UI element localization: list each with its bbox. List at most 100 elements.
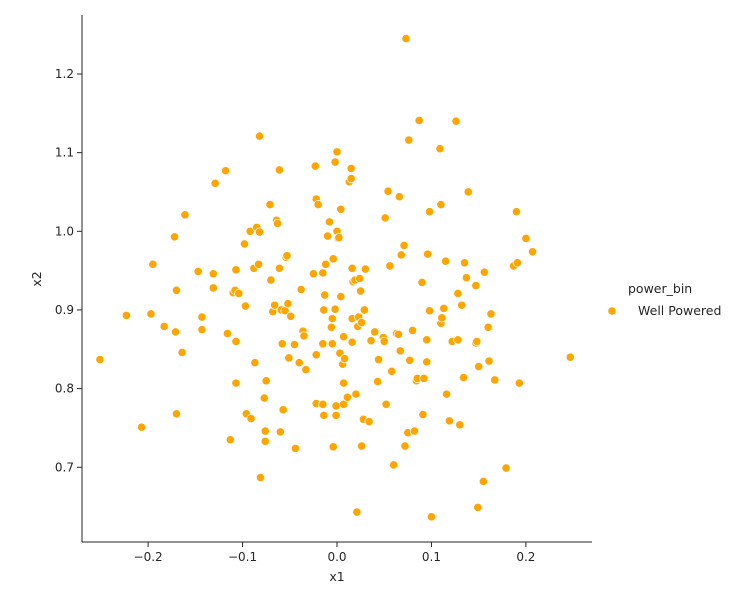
scatter-point: [245, 226, 255, 236]
scatter-point: [331, 410, 341, 420]
scatter-point: [407, 325, 418, 336]
scatter-point: [453, 335, 463, 345]
scatter-points: [95, 33, 575, 522]
scatter-point: [284, 353, 294, 363]
scatter-point: [387, 366, 397, 376]
scatter-point: [148, 259, 158, 269]
scatter-point: [180, 210, 190, 220]
scatter-point: [260, 436, 270, 446]
scatter-point: [484, 356, 494, 366]
legend-label-well-powered: Well Powered: [638, 303, 721, 318]
scatter-point: [328, 442, 338, 452]
scatter-point: [319, 410, 329, 420]
scatter-point: [360, 264, 370, 274]
scatter-point: [265, 199, 275, 210]
scatter-point: [385, 261, 395, 271]
scatter-point: [459, 258, 470, 268]
scatter-point: [296, 284, 306, 295]
scatter-point: [380, 213, 390, 223]
scatter-point: [254, 131, 265, 141]
scatter-point: [366, 336, 376, 346]
scatter-point: [197, 312, 207, 322]
scatter-point: [383, 186, 393, 196]
scatter-point: [404, 135, 414, 145]
scatter-point: [240, 301, 250, 311]
scatter-point: [239, 239, 250, 249]
scatter-point: [246, 413, 256, 424]
scatter-point: [274, 263, 284, 273]
scatter-point: [222, 328, 233, 339]
scatter-point: [359, 305, 369, 315]
scatter-point: [389, 460, 399, 470]
scatter-point: [319, 305, 329, 315]
scatter-point: [381, 399, 391, 409]
scatter-point: [336, 204, 346, 214]
scatter-point: [424, 306, 435, 316]
scatter-point: [311, 350, 321, 360]
scatter-point: [472, 336, 482, 347]
scatter-point: [346, 174, 356, 184]
scatter-point: [339, 378, 349, 388]
scatter-point: [274, 165, 284, 175]
scatter-point: [521, 233, 531, 243]
scatter-point: [283, 299, 293, 309]
scatter-point: [339, 354, 350, 364]
x-tick-label: −0.1: [228, 550, 257, 564]
scatter-point: [324, 217, 335, 227]
scatter-point: [461, 273, 471, 283]
x-axis-label: x1: [329, 569, 344, 584]
scatter-point: [282, 251, 292, 261]
scatter-point: [170, 327, 181, 337]
scatter-point: [95, 354, 105, 365]
scatter-point: [326, 322, 336, 332]
scatter-point: [437, 313, 447, 323]
scatter-point: [225, 435, 235, 445]
scatter-point: [301, 365, 311, 375]
plot-area: −0.2 −0.1 0.0 0.1 0.2 0.7 0.8 0.9 1.0 1.1 1.2: [55, 15, 592, 564]
scatter-point: [177, 347, 187, 358]
scatter-point: [313, 199, 323, 210]
scatter-point: [121, 310, 131, 321]
scatter-point: [254, 259, 264, 269]
scatter-point: [266, 275, 276, 285]
scatter-point: [193, 266, 203, 277]
scatter-point: [320, 290, 330, 300]
scatter-point: [436, 199, 446, 210]
scatter-point: [310, 161, 320, 171]
scatter-point: [453, 288, 463, 299]
scatter-point: [259, 393, 269, 403]
scatter-point: [401, 33, 411, 44]
scatter-point: [231, 378, 241, 388]
scatter-point: [327, 314, 337, 324]
scatter-point: [254, 227, 265, 237]
scatter-point: [435, 144, 445, 154]
scatter-point: [370, 327, 380, 337]
scatter-point: [347, 337, 357, 347]
scatter-point: [479, 267, 489, 277]
scatter-point: [231, 265, 241, 275]
scatter-point: [171, 409, 182, 419]
y-axis-ticks: 0.7 0.8 0.9 1.0 1.1 1.2: [55, 67, 82, 474]
scatter-point: [399, 240, 409, 251]
scatter-point: [474, 361, 484, 372]
scatter-point: [332, 147, 342, 157]
scatter-point: [169, 232, 180, 242]
scatter-point: [356, 286, 366, 296]
y-tick-label: 1.2: [55, 67, 74, 81]
scatter-point: [231, 336, 241, 347]
scatter-point: [490, 375, 500, 385]
scatter-point: [159, 321, 169, 332]
scatter-point: [299, 331, 309, 341]
scatter-point: [373, 376, 383, 387]
scatter-point: [334, 232, 344, 243]
scatter-point: [171, 285, 182, 295]
scatter-point: [331, 401, 341, 411]
scatter-point: [339, 399, 349, 409]
x-axis-ticks: −0.2 −0.1 0.0 0.1 0.2: [134, 542, 535, 564]
scatter-point: [527, 247, 538, 257]
scatter-point: [208, 283, 218, 293]
scatter-point: [424, 207, 435, 217]
scatter-point: [471, 280, 481, 291]
scatter-point: [351, 389, 361, 399]
